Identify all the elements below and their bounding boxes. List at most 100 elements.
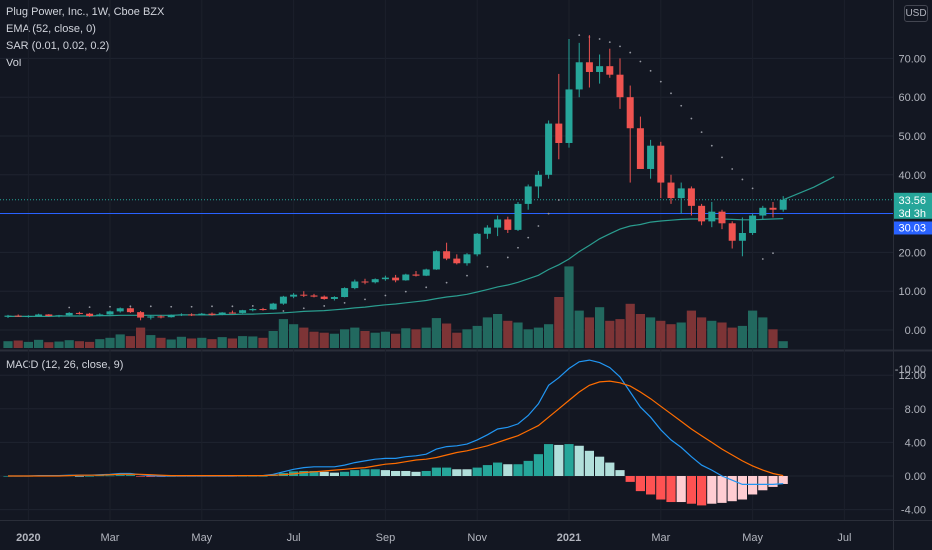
macd-histogram-bar bbox=[574, 445, 584, 476]
price-tick-label: 60.00 bbox=[898, 92, 926, 104]
last-price-label: 33.56 bbox=[898, 195, 926, 207]
volume-bar bbox=[197, 337, 207, 348]
volume-bar bbox=[707, 320, 717, 348]
volume-bar bbox=[452, 332, 462, 348]
volume-bar bbox=[421, 327, 431, 348]
volume-bar bbox=[227, 338, 237, 348]
volume-bar bbox=[166, 339, 176, 348]
macd-histogram-bar bbox=[482, 465, 492, 476]
price-tick-label: 70.00 bbox=[898, 53, 926, 65]
sar-dot bbox=[486, 265, 489, 268]
volume-bar bbox=[340, 329, 350, 348]
volume-bar bbox=[370, 332, 380, 348]
candle-body bbox=[647, 145, 655, 169]
macd-histogram-bar bbox=[421, 470, 431, 476]
macd-histogram-bar bbox=[350, 470, 360, 476]
macd-histogram-bar bbox=[595, 456, 605, 476]
candle-body bbox=[208, 313, 216, 315]
macd-histogram-bar bbox=[768, 476, 778, 487]
sar-dot bbox=[231, 305, 234, 308]
volume-bar bbox=[268, 331, 278, 348]
sar-dot bbox=[700, 131, 703, 134]
macd-histogram-bar bbox=[707, 476, 717, 504]
candle-body bbox=[310, 295, 318, 297]
candle-body bbox=[290, 294, 298, 297]
volume-bar bbox=[85, 341, 95, 348]
volume-bar bbox=[3, 341, 13, 348]
volume-bar bbox=[319, 332, 329, 348]
candle-body bbox=[137, 312, 145, 318]
time-tick-label: May bbox=[191, 532, 212, 544]
sar-dot bbox=[690, 117, 693, 120]
ema-line bbox=[8, 217, 784, 317]
candle-body bbox=[596, 66, 604, 72]
volume-bar bbox=[584, 317, 594, 348]
volume-bar bbox=[737, 325, 747, 348]
candle-body bbox=[534, 174, 542, 187]
volume-bar bbox=[442, 323, 452, 348]
candle-body bbox=[463, 254, 471, 264]
candle-body bbox=[45, 314, 53, 317]
macd-histogram-bar bbox=[95, 475, 105, 477]
candle-body bbox=[249, 309, 257, 311]
volume-bar bbox=[564, 266, 574, 348]
volume-bar bbox=[768, 329, 778, 348]
sar-dot bbox=[129, 305, 132, 308]
volume-bar bbox=[299, 327, 309, 348]
macd-histogram-bar bbox=[666, 476, 676, 503]
sar-dot bbox=[211, 305, 213, 308]
macd-histogram-bar bbox=[737, 476, 747, 500]
volume-bar bbox=[115, 334, 125, 348]
volume-bar bbox=[329, 333, 339, 348]
volume-bar bbox=[666, 324, 676, 348]
candle-body bbox=[575, 62, 583, 90]
candle-body bbox=[616, 74, 624, 98]
sar-dot bbox=[731, 168, 734, 170]
volume-bar bbox=[248, 336, 258, 348]
candle-body bbox=[555, 123, 563, 143]
sar-dot bbox=[537, 225, 540, 227]
sar-dot bbox=[772, 252, 774, 255]
volume-bar bbox=[156, 337, 166, 348]
candle-body bbox=[687, 188, 695, 206]
volume-bar bbox=[105, 337, 115, 348]
sar-dot bbox=[659, 80, 662, 83]
volume-bar bbox=[595, 307, 605, 348]
macd-histogram-bar bbox=[115, 475, 125, 476]
macd-histogram-bar bbox=[401, 470, 411, 476]
volume-bar bbox=[411, 329, 421, 348]
volume-bar bbox=[778, 341, 788, 348]
candle-body bbox=[116, 308, 124, 312]
candle-body bbox=[106, 311, 114, 315]
sar-dot bbox=[445, 281, 448, 284]
sar-dot bbox=[557, 199, 560, 201]
candle-body bbox=[718, 211, 726, 224]
currency-badge[interactable]: USD bbox=[904, 5, 928, 22]
volume-bar bbox=[646, 317, 656, 348]
volume-bar bbox=[686, 310, 696, 348]
volume-bar bbox=[554, 297, 564, 348]
hline-price-label-bg bbox=[894, 221, 932, 235]
candle-body bbox=[759, 207, 767, 216]
macd-histogram-bar bbox=[380, 470, 390, 476]
macd-histogram-bar bbox=[748, 476, 758, 495]
countdown-label: 3d 3h bbox=[898, 208, 926, 220]
volume-bar bbox=[95, 339, 105, 348]
macd-histogram bbox=[3, 444, 788, 506]
macd-histogram-bar bbox=[329, 472, 339, 476]
candle-body bbox=[300, 294, 308, 296]
volume-bar bbox=[717, 322, 727, 348]
candle-body bbox=[35, 314, 43, 317]
volume-bar bbox=[605, 320, 615, 348]
volume-bar bbox=[238, 336, 248, 348]
macd-histogram-bar bbox=[238, 476, 248, 477]
sar-dot bbox=[109, 305, 111, 308]
sar-dot bbox=[639, 60, 642, 63]
time-tick-label: Sep bbox=[376, 532, 396, 544]
volume-bar bbox=[472, 325, 482, 348]
volume-bar bbox=[697, 317, 707, 348]
candle-body bbox=[86, 313, 94, 317]
macd-histogram-bar bbox=[686, 476, 696, 504]
